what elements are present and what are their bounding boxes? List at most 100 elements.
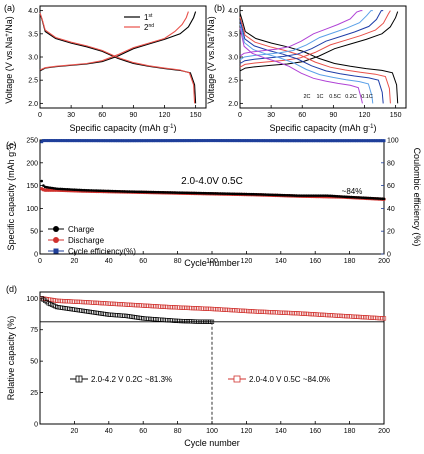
- efficiency-point: [325, 139, 329, 143]
- efficiency-point: [124, 139, 128, 143]
- efficiency-point: [150, 139, 154, 143]
- efficiency-point: [153, 139, 157, 143]
- efficiency-point: [90, 139, 94, 143]
- efficiency-point: [379, 139, 383, 143]
- legend-40v-label: 2.0-4.0 V 0.5C ~84.0%: [249, 375, 330, 384]
- legend-efficiency-marker: [53, 248, 59, 254]
- efficiency-point: [52, 139, 56, 143]
- rate-label-0.5C: 0.5C: [329, 94, 341, 100]
- x-tick-label: 100: [206, 258, 218, 265]
- efficiency-point: [43, 139, 47, 143]
- rate-label-1C: 1C: [316, 94, 323, 100]
- efficiency-point: [88, 139, 92, 143]
- efficiency-point: [265, 139, 269, 143]
- x-tick-label: 120: [159, 112, 171, 119]
- panel-d-label: (d): [6, 284, 17, 294]
- charge-curve-1C: [239, 10, 373, 61]
- efficiency-point: [53, 139, 57, 143]
- efficiency-point: [164, 139, 168, 143]
- charge-point: [382, 197, 386, 201]
- panel-c: (c) 0 20 40 60 80 100 120 140 160 180 200 05010015…: [6, 138, 422, 269]
- y2-tick-label: 60: [387, 183, 395, 190]
- legend-discharge-marker: [53, 237, 59, 243]
- efficiency-point: [110, 139, 114, 143]
- efficiency-point: [353, 139, 357, 143]
- efficiency-point: [112, 139, 116, 143]
- efficiency-point: [186, 139, 190, 143]
- x-tick-label: 20: [71, 428, 79, 435]
- x-tick-label: 160: [309, 258, 321, 265]
- x-tick-label: 180: [344, 258, 356, 265]
- efficiency-point: [244, 139, 248, 143]
- efficiency-point: [270, 139, 274, 143]
- legend-2nd-label: 2nd: [144, 23, 154, 32]
- efficiency-point: [155, 139, 159, 143]
- efficiency-point: [62, 139, 66, 143]
- efficiency-point: [320, 139, 324, 143]
- efficiency-point: [93, 139, 97, 143]
- efficiency-point: [373, 139, 377, 143]
- efficiency-point: [212, 139, 216, 143]
- panel-a: (a) 0 30 60 90 120 150 2.0 2.5 3.0 3.5 4.0 Specif…: [4, 3, 207, 133]
- efficiency-point: [210, 139, 214, 143]
- efficiency-point: [370, 139, 374, 143]
- panel-d: (d) 20 40 60 80 100 120 140 160 180 200 0 25 50 75 10…: [6, 284, 390, 448]
- efficiency-point: [103, 139, 107, 143]
- y-tick-label: 0: [34, 252, 38, 259]
- efficiency-point: [157, 139, 161, 143]
- efficiency-point: [344, 139, 348, 143]
- efficiency-point: [86, 139, 90, 143]
- efficiency-point: [72, 139, 76, 143]
- x-tick-label: 120: [241, 428, 253, 435]
- efficiency-point: [57, 139, 61, 143]
- efficiency-point: [205, 139, 209, 143]
- efficiency-point: [382, 139, 386, 143]
- efficiency-point: [195, 139, 199, 143]
- panel-b-x-tick-labels: 0 30 60 90 120 150: [238, 105, 402, 119]
- efficiency-point: [306, 139, 310, 143]
- charge-point: [40, 179, 44, 183]
- efficiency-point: [117, 139, 121, 143]
- efficiency-point: [255, 139, 259, 143]
- y-tick-label: 75: [30, 327, 38, 334]
- panel-a-x-tick-labels: 0 30 60 90 120 150: [38, 105, 202, 119]
- efficiency-point: [372, 139, 376, 143]
- efficiency-point: [336, 139, 340, 143]
- y-tick-label: 2.0: [228, 101, 238, 108]
- efficiency-point: [196, 139, 200, 143]
- y-tick-label: 0: [34, 422, 38, 429]
- y2-tick-label: 20: [387, 229, 395, 236]
- x-tick-label: 160: [309, 428, 321, 435]
- panel-b-label: (b): [214, 3, 225, 13]
- panel-a-curves: [39, 11, 197, 104]
- panel-c-x-axis-label: Cycle number: [184, 258, 240, 268]
- efficiency-point: [169, 139, 173, 143]
- y-tick-label: 4.0: [228, 8, 238, 15]
- y-tick-label: 200: [26, 160, 38, 167]
- efficiency-point: [291, 139, 295, 143]
- efficiency-point: [76, 139, 80, 143]
- efficiency-point: [234, 139, 238, 143]
- efficiency-point: [222, 139, 226, 143]
- efficiency-point: [200, 139, 204, 143]
- efficiency-point: [50, 139, 54, 143]
- efficiency-point: [315, 139, 319, 143]
- discharge-curve-2nd: [39, 12, 196, 104]
- efficiency-point: [100, 139, 104, 143]
- efficiency-point: [107, 139, 111, 143]
- efficiency-point: [71, 139, 75, 143]
- y-tick-label: 2.5: [28, 78, 38, 85]
- panel-d-x-axis-label: Cycle number: [184, 438, 240, 448]
- y-tick-label: 50: [30, 359, 38, 366]
- x-tick-label: 140: [275, 428, 287, 435]
- efficiency-point: [129, 139, 133, 143]
- efficiency-point: [141, 139, 145, 143]
- y-tick-label: 2.5: [228, 78, 238, 85]
- efficiency-point: [174, 139, 178, 143]
- efficiency-point: [162, 139, 166, 143]
- y2-tick-label: 40: [387, 206, 395, 213]
- efficiency-point: [367, 139, 371, 143]
- efficiency-point: [55, 139, 59, 143]
- efficiency-point: [311, 139, 315, 143]
- efficiency-point: [256, 139, 260, 143]
